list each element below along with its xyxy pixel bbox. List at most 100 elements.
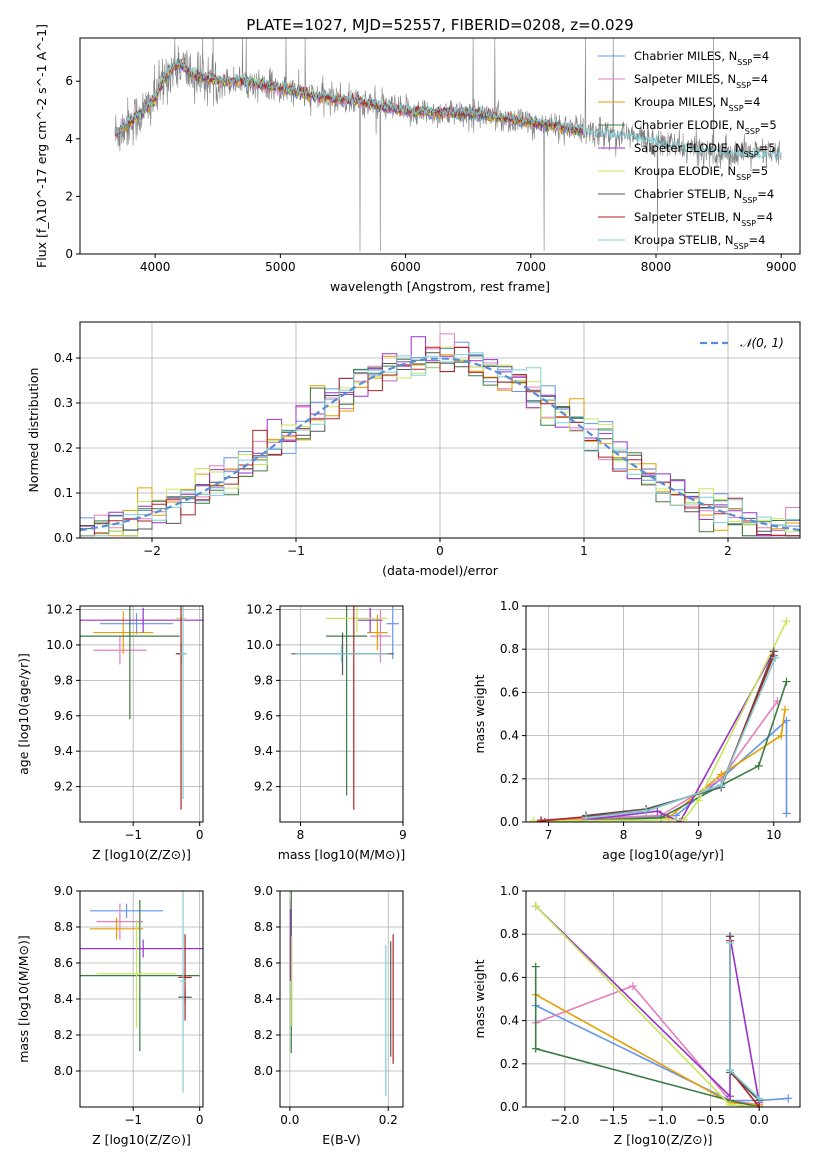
model-spectrum-line-8 xyxy=(114,59,584,135)
weight-point-7 xyxy=(755,1103,764,1107)
x-tick-label: −2 xyxy=(143,544,161,558)
x-tick-label: 8000 xyxy=(641,260,672,274)
weight-line-3 xyxy=(534,966,760,1107)
y-tick-label: 9.8 xyxy=(54,673,73,687)
y-axis-label: Flux [f_λ10^-17 erg cm^-2 s^-1 A^-1] xyxy=(34,24,49,268)
y-tick-label: 0.4 xyxy=(54,351,73,365)
x-axis-label: wavelength [Angstrom, rest frame] xyxy=(330,279,550,294)
y-tick-label: 2 xyxy=(65,189,73,203)
axes-frame xyxy=(525,890,801,1108)
y-axis-label: mass weight xyxy=(472,959,487,1038)
weight-point-8 xyxy=(642,807,651,816)
legend-label-rest: =5 xyxy=(759,141,776,155)
panel-residuals: −2 −1 0 1 2 0.0 0.1 0.2 0.3 0.4 (data-model)/error… xyxy=(26,321,801,578)
legend-label-rest: =4 xyxy=(749,233,766,247)
weight-point-0 xyxy=(784,1094,793,1103)
x-tick-label: 7 xyxy=(545,828,553,842)
weight-point-8 xyxy=(717,781,726,790)
x-tick-label: 0.0 xyxy=(280,1113,299,1127)
weight-point-1 xyxy=(628,982,637,991)
weight-point-4 xyxy=(726,1092,735,1101)
model-spectrum-line-tail xyxy=(583,127,782,161)
x-tick-label: 8 xyxy=(297,828,305,842)
x-tick-label: −1 xyxy=(287,544,305,558)
legend-subscript: SSP xyxy=(734,242,749,251)
x-axis-label: Z [log10(Z/Z⊙)] xyxy=(92,1132,191,1147)
panel-weight-vs-age: 7 8 9 10 0.0 0.2 0.4 0.6 0.8 1.0 age [log10(age/yr… xyxy=(472,599,801,862)
legend-label-7: Salpeter STELIB, NSSP=4 xyxy=(634,210,773,228)
panel-mass-vs-Z: −1 0 8.0 8.2 8.4 8.6 8.8 9.0 Z [log10(Z/Z⊙)] mass… xyxy=(16,884,204,1147)
x-tick-label: 4000 xyxy=(140,260,171,274)
legend-subscript: SSP xyxy=(736,81,751,90)
weight-line-5 xyxy=(533,620,788,822)
legend-subscript: SSP xyxy=(729,104,744,113)
axes-frame xyxy=(279,605,404,823)
axes-frame xyxy=(79,605,204,823)
x-tick-label: 0 xyxy=(196,828,204,842)
y-tick-label: 0.4 xyxy=(500,1014,519,1028)
panel-age-vs-Z: −1 0 9.2 9.4 9.6 9.8 10.0 10.2 Z [log10(Z/Z⊙)] ag… xyxy=(16,603,204,862)
y-tick-label: 9.0 xyxy=(254,884,273,898)
y-tick-label: 9.4 xyxy=(254,744,273,758)
weight-point-8 xyxy=(771,653,780,662)
y-tick-label: 0.6 xyxy=(500,970,519,984)
y-tick-label: 8.8 xyxy=(54,920,73,934)
y-tick-label: 0.0 xyxy=(54,531,73,545)
histogram-step-8 xyxy=(80,352,800,537)
x-tick-label: 6000 xyxy=(390,260,421,274)
plot-area-weight-vs-Z xyxy=(531,902,793,1107)
y-tick-label: 8.4 xyxy=(254,992,273,1006)
x-tick-label: −1 xyxy=(124,1113,142,1127)
y-tick-label: 0.8 xyxy=(500,927,519,941)
x-axis-label: mass [log10(M/M⊙)] xyxy=(278,847,406,862)
y-tick-label: 9.2 xyxy=(54,780,73,794)
plot-area-weight-vs-age xyxy=(529,617,791,822)
plot-area-residuals xyxy=(80,333,800,537)
legend-label-rest: =5 xyxy=(760,118,777,132)
legend-label-6: Chabrier STELIB, NSSP=4 xyxy=(634,187,774,205)
weight-point-2 xyxy=(717,770,726,779)
y-tick-label: 0.1 xyxy=(54,486,73,500)
legend-label-normal: 𝒩(0, 1) xyxy=(740,336,784,350)
x-tick-label: 7000 xyxy=(516,260,547,274)
weight-point-2 xyxy=(780,705,789,714)
weight-point-3 xyxy=(531,1044,540,1053)
y-axis-label: mass weight xyxy=(472,674,487,753)
x-axis-label: Z [log10(Z/Z⊙)] xyxy=(614,1132,713,1147)
weight-point-0 xyxy=(672,811,681,820)
x-tick-label: −0.5 xyxy=(696,1113,725,1127)
x-axis-label: Z [log10(Z/Z⊙)] xyxy=(92,847,191,862)
legend-label-rest: =4 xyxy=(757,187,774,201)
plot-area-mass-vs-Z xyxy=(80,891,203,1093)
x-axis-label: E(B-V) xyxy=(322,1132,361,1147)
y-axis-label: age [log10(age/yr)] xyxy=(16,653,31,775)
y-tick-label: 10.0 xyxy=(46,638,73,652)
legend-subscript: SSP xyxy=(737,58,752,67)
legend-label-rest: =4 xyxy=(756,210,773,224)
weight-point-7 xyxy=(537,816,546,822)
legend-subscript: SSP xyxy=(741,219,756,228)
weight-point-5 xyxy=(531,902,540,911)
x-tick-label: −1 xyxy=(124,828,142,842)
y-tick-label: 0 xyxy=(65,247,73,261)
legend-subscript: SSP xyxy=(745,127,760,136)
x-tick-label: 10 xyxy=(766,828,781,842)
weight-line-0 xyxy=(535,1004,789,1102)
y-tick-label: 8.4 xyxy=(54,992,73,1006)
axes-frame xyxy=(525,605,801,823)
legend-label-0: Chabrier MILES, NSSP=4 xyxy=(634,49,769,67)
weight-point-2 xyxy=(777,731,786,740)
weight-point-8 xyxy=(726,1066,735,1075)
x-tick-label: −1.0 xyxy=(647,1113,676,1127)
legend-label-rest: =4 xyxy=(744,95,761,109)
panel-mass-vs-EBV: 0.0 0.2 8.0 8.2 8.4 8.6 8.8 9.0 E(B-V) xyxy=(254,884,404,1147)
x-tick-label: −2.0 xyxy=(550,1113,579,1127)
y-tick-label: 0.2 xyxy=(500,772,519,786)
plot-area-age-vs-mass xyxy=(291,606,399,810)
legend-label-3: Chabrier ELODIE, NSSP=5 xyxy=(634,118,777,136)
y-tick-label: 0.2 xyxy=(54,441,73,455)
x-tick-label: 0 xyxy=(196,1113,204,1127)
y-axis-label: mass [log10(M/M⊙)] xyxy=(16,935,31,1063)
x-tick-label: 1 xyxy=(580,544,588,558)
